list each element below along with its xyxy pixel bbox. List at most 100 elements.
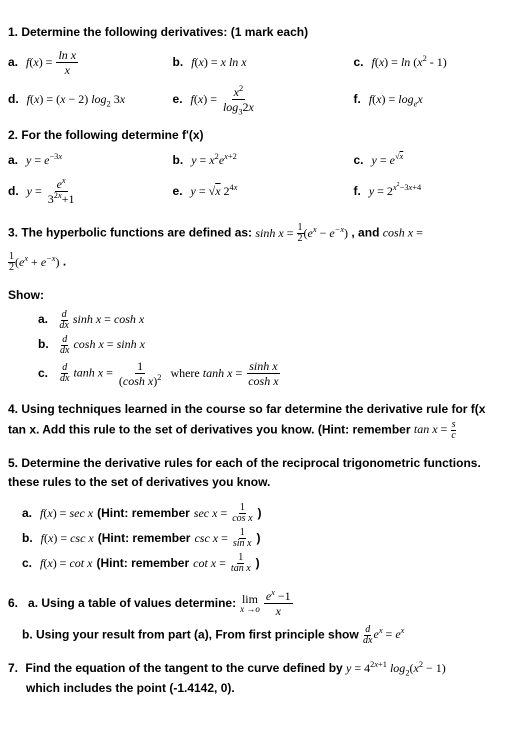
q5a-close: ) [258, 505, 262, 522]
q5a-hint: (Hint: remember [97, 505, 190, 522]
q3-header-mid: , and [351, 226, 382, 240]
q7: 7. Find the equation of the tangent to t… [8, 660, 518, 677]
q4-tan: tan x = sc [414, 422, 457, 436]
letter-a5: a. [22, 505, 32, 522]
q1a: a. f(x) = ln x x [8, 49, 173, 76]
q6a-lim: lim x →o [240, 593, 260, 614]
q3-header: 3. The hyperbolic functions are defined … [8, 223, 518, 244]
letter-f2: f. [353, 183, 360, 200]
q5b: b. f(x) = csc x (Hint: remember csc x = … [22, 528, 518, 549]
q2e-expr: y = √x 24x [191, 183, 238, 200]
q3-show: Show: [8, 287, 518, 304]
q6b: b. Using your result from part (a), From… [22, 625, 518, 646]
q7-line1-start: Find the equation of the tangent to the … [25, 661, 346, 675]
q2b: b. y = x2ex+2 [173, 152, 354, 169]
q1f-expr: f(x) = logex [369, 91, 423, 108]
q1d: d. f(x) = (x − 2) log2 3x [8, 91, 173, 108]
q5b-hint: (Hint: remember [98, 530, 191, 547]
q4-line1: 4. Using techniques learned in the cours… [8, 401, 518, 418]
q3c-frac2: sinh xcosh x [246, 360, 280, 387]
q6b-expr: ddxex = ex [362, 627, 404, 641]
q3-cosh-expr: 12(ex + e−x) [8, 255, 60, 269]
q3b: b. ddx cosh x = sinh x [38, 335, 518, 356]
letter-c5: c. [22, 555, 32, 572]
q5c-hint: (Hint: remember [96, 555, 189, 572]
q2e: e. y = √x 24x [173, 183, 354, 200]
q6a-start: a. Using a table of values determine: [28, 595, 236, 612]
letter-a: a. [8, 54, 18, 71]
q1-row1: a. f(x) = ln x x b. f(x) = x ln x c. f(x… [8, 49, 518, 76]
q1d-expr: f(x) = (x − 2) log2 3x [27, 91, 125, 108]
letter-c3: c. [38, 365, 48, 382]
letter-e2: e. [173, 183, 183, 200]
q1f: f. f(x) = logex [353, 91, 518, 108]
q3-sinh: sinh x = 12(ex − e−x) [255, 226, 348, 240]
q5c: c. f(x) = cot x (Hint: remember cot x = … [22, 553, 518, 574]
q5c-frac: 1tan x [230, 553, 252, 574]
q3a-expr: ddx sinh x = cosh x [55, 312, 144, 326]
q6a: 6. a. Using a table of values determine:… [8, 590, 518, 617]
q7-num: 7. [8, 661, 18, 675]
q5a: a. f(x) = sec x (Hint: remember sec x = … [22, 503, 518, 524]
q5-line2: these rules to the set of derivatives yo… [8, 474, 518, 491]
q1e-expr: f(x) = [191, 91, 217, 108]
q5b-def: csc x = [194, 530, 227, 547]
q7-line2: which includes the point (-1.4142, 0). [26, 680, 518, 697]
q2f: f. y = 2x2−3x+4 [353, 183, 518, 200]
q1e-frac: x2 log32x [221, 86, 256, 113]
q2d-frac: ex 32x+1 [46, 178, 77, 205]
letter-a3: a. [38, 312, 48, 326]
q5a-def: sec x = [194, 505, 227, 522]
q4-line2: tan x. Add this rule to the set of deriv… [8, 420, 518, 441]
q5a-frac: 1cos x [231, 503, 253, 524]
q2-row2: d. y = ex 32x+1 e. y = √x 24x f. y = 2x2… [8, 178, 518, 205]
q5b-frac: 1sin x [232, 528, 253, 549]
q2d: d. y = ex 32x+1 [8, 178, 173, 205]
q3c-frac1: 1(cosh x)2 [117, 360, 164, 387]
q6a-frac: ex −1 x [264, 590, 293, 617]
letter-b: b. [173, 54, 184, 71]
q5c-def: cot x = [193, 555, 226, 572]
q2-row1: a. y = e−3x b. y = x2ex+2 c. y = e√x [8, 152, 518, 169]
q2-header: 2. For the following determine f'(x) [8, 127, 518, 144]
q3-cosh-def: 12(ex + e−x) . [8, 252, 518, 273]
q6b-start: b. Using your result from part (a), From… [22, 627, 362, 641]
q7-expr: y = 42x+1 log2(x2 − 1) [346, 661, 446, 675]
q2f-expr: y = 2x2−3x+4 [369, 183, 421, 200]
q1-header: 1. Determine the following derivatives: … [8, 24, 518, 41]
q3c: c. ddx tanh x = 1(cosh x)2 where tanh x … [38, 360, 518, 387]
letter-d: d. [8, 91, 19, 108]
q1a-expr: f(x) = [26, 54, 52, 71]
q1e: e. f(x) = x2 log32x [173, 86, 354, 113]
letter-b3: b. [38, 337, 49, 351]
q5b-fx: f(x) = csc x [41, 530, 94, 547]
q3-cosh-label: cosh x = [383, 226, 423, 240]
q6-num: 6. [8, 595, 18, 612]
q3c-left: ddx tanh x = [56, 363, 113, 384]
letter-a2: a. [8, 152, 18, 169]
q2c: c. y = e√x [353, 152, 518, 169]
q3b-expr: ddx cosh x = sinh x [56, 337, 145, 351]
q1-row2: d. f(x) = (x − 2) log2 3x e. f(x) = x2 l… [8, 86, 518, 113]
q5c-fx: f(x) = cot x [40, 555, 92, 572]
q4-line2-start: tan x. Add this rule to the set of deriv… [8, 422, 414, 436]
letter-b2: b. [173, 152, 184, 169]
q2a: a. y = e−3x [8, 152, 173, 169]
q3-header-start: 3. The hyperbolic functions are defined … [8, 226, 255, 240]
q2b-expr: y = x2ex+2 [191, 152, 237, 169]
q1c: c. f(x) = ln (x2 - 1) [353, 54, 518, 71]
q2d-expr: y = [27, 183, 42, 200]
letter-d2: d. [8, 183, 19, 200]
q2a-expr: y = e−3x [26, 152, 62, 169]
q5a-fx: f(x) = sec x [40, 505, 93, 522]
q5b-close: ) [257, 530, 261, 547]
q2c-expr: y = e√x [372, 152, 404, 169]
q1c-expr: f(x) = ln (x2 - 1) [372, 54, 447, 71]
q1a-frac: ln x x [56, 49, 78, 76]
q1b: b. f(x) = x ln x [173, 54, 354, 71]
letter-c: c. [353, 54, 363, 71]
q1b-expr: f(x) = x ln x [191, 54, 246, 71]
q3c-where: where tanh x = [167, 365, 242, 382]
letter-e: e. [173, 91, 183, 108]
q5-line1: 5. Determine the derivative rules for ea… [8, 455, 518, 472]
